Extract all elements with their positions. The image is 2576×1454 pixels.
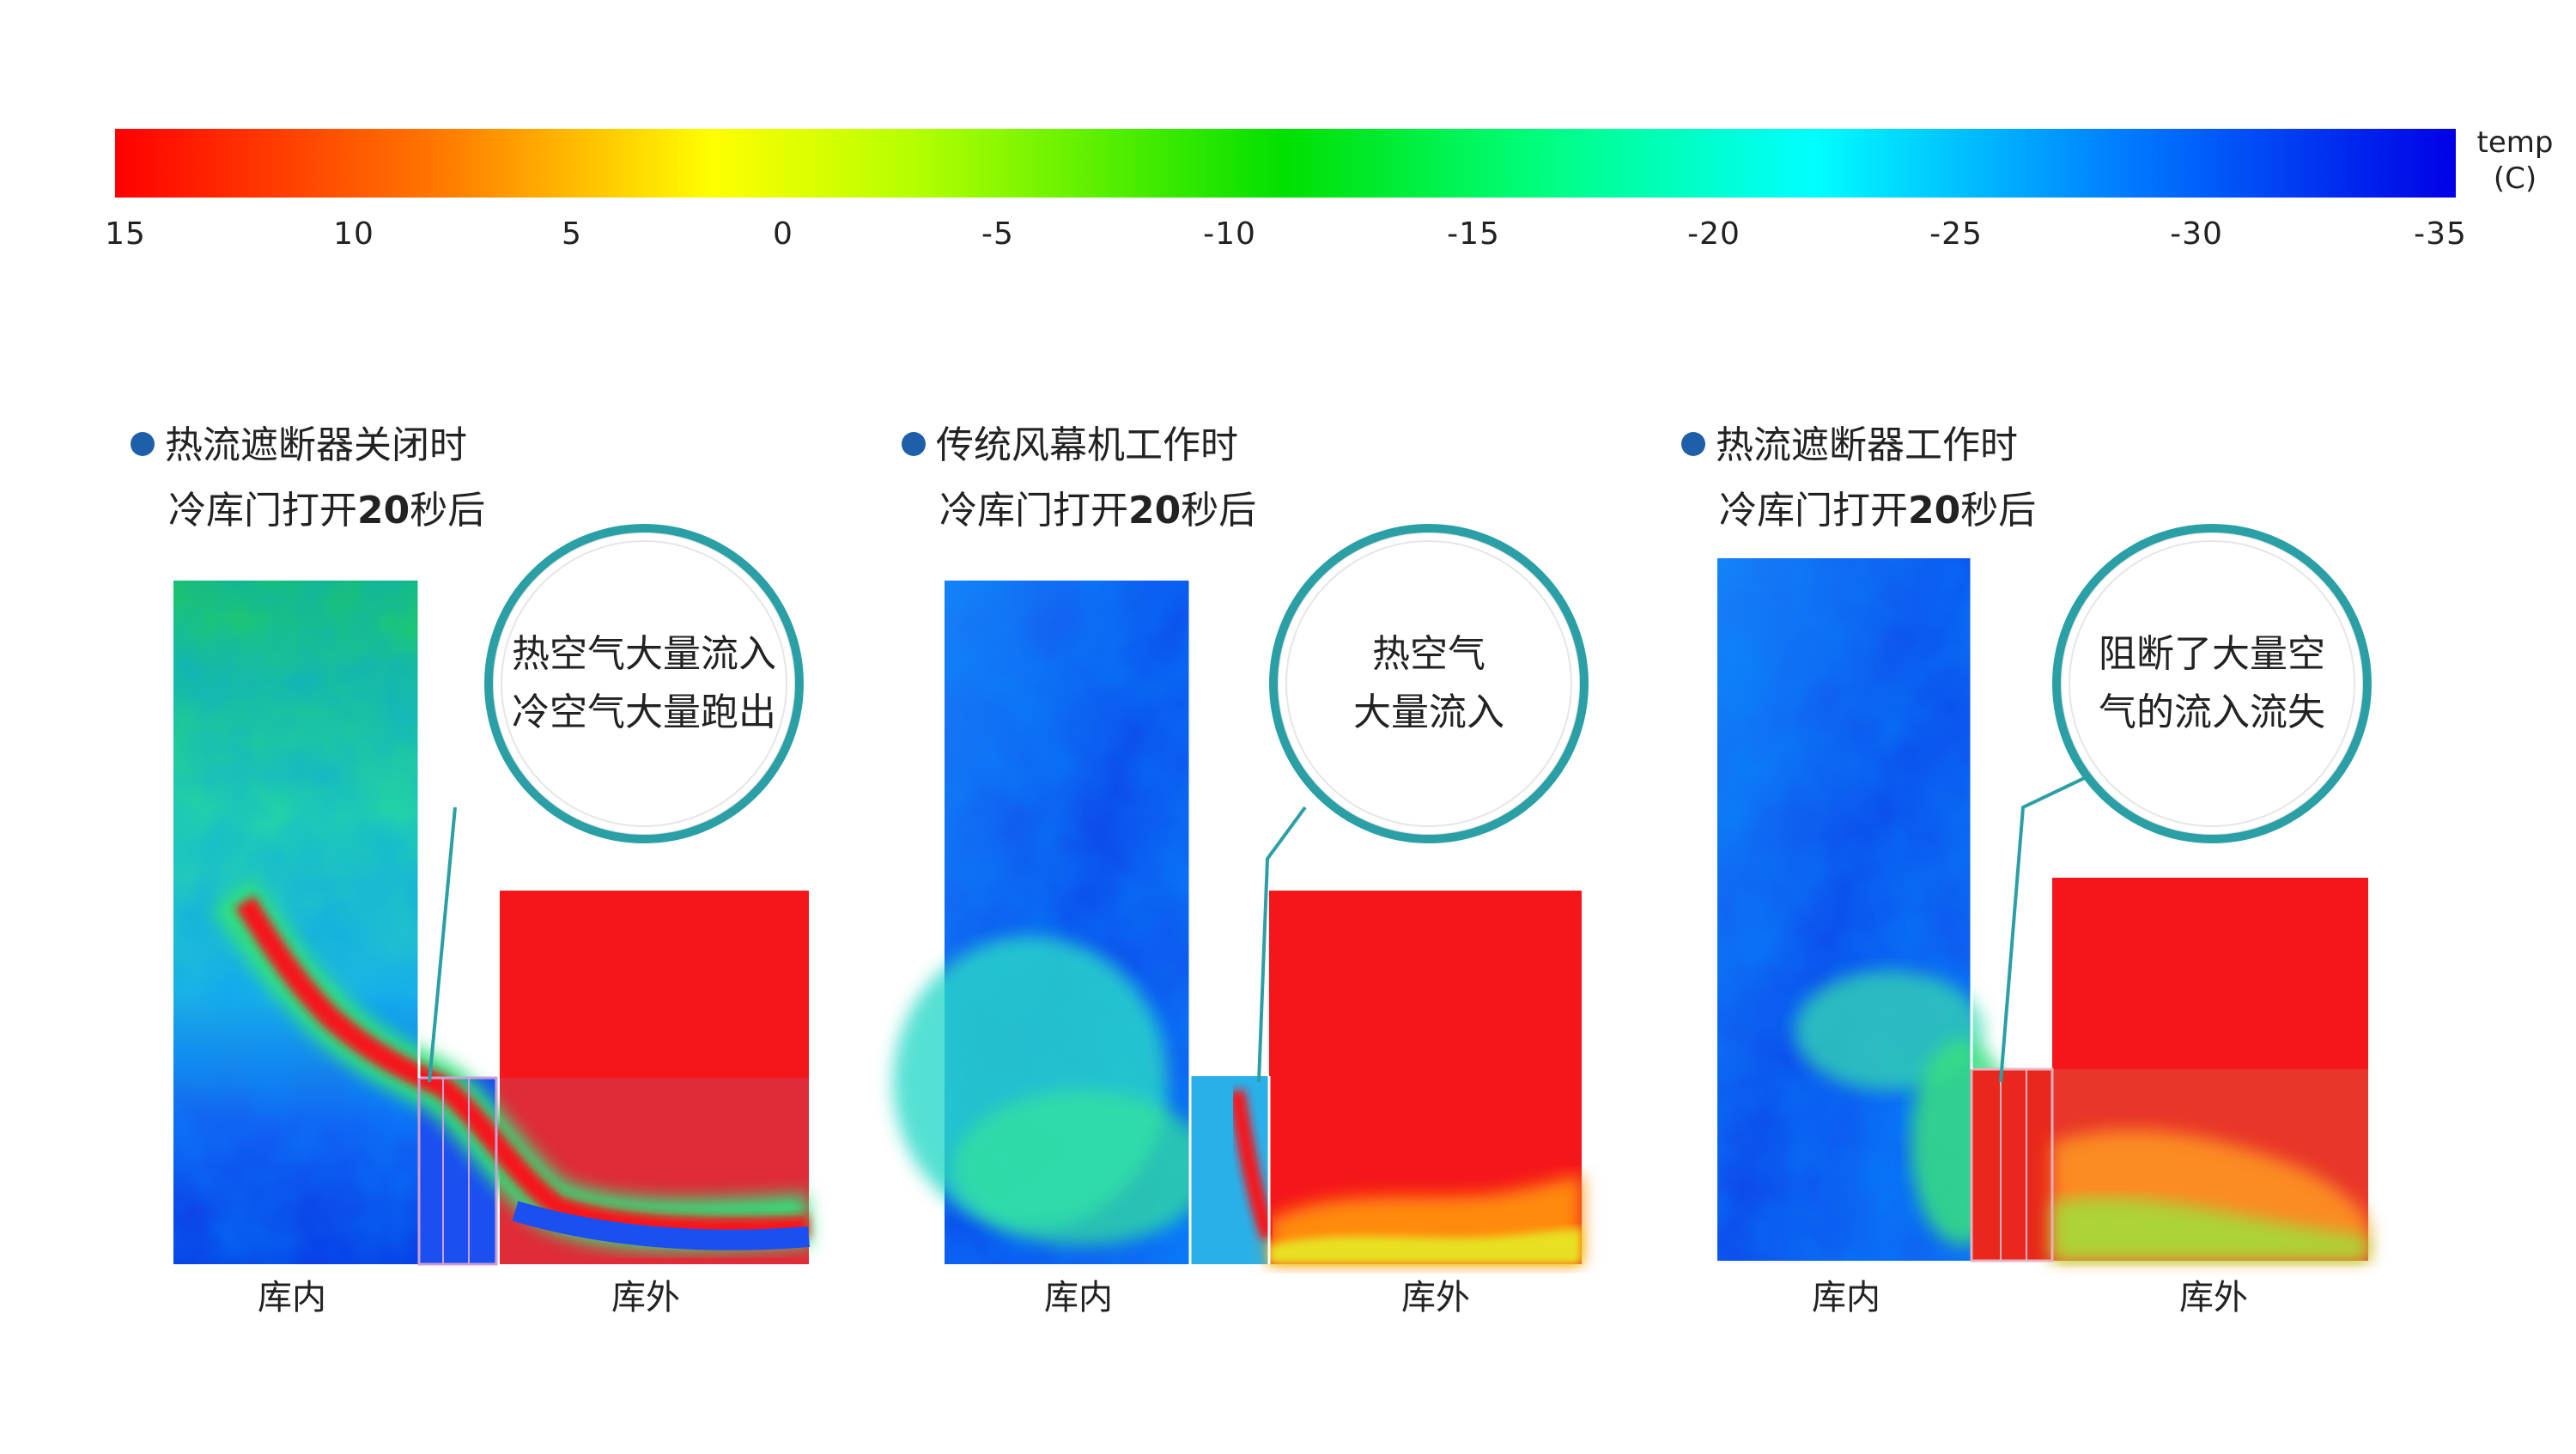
panel-3-callout: 阻断了大量空 气的流入流失: [2052, 524, 2372, 843]
panel-3-outside-label: 库外: [2179, 1278, 2248, 1317]
panel-3-simulation: [1717, 558, 2368, 1262]
callout-text: 阻断了大量空: [2099, 632, 2325, 676]
callout-text: 大量流入: [1353, 690, 1504, 734]
colorbar-tick: -10: [1203, 216, 1256, 252]
temperature-colorbar: [115, 129, 2456, 198]
bullet-dot-icon: [131, 432, 155, 456]
callout-text: 热空气大量流入: [512, 632, 776, 676]
panel-2-subtitle: 冷库门打开20秒后: [939, 489, 1257, 532]
panel-2-title: 传统风幕机工作时: [902, 414, 1238, 469]
panel-3-subtitle: 冷库门打开20秒后: [1719, 489, 2037, 532]
panel-1-outside-label: 库外: [611, 1278, 680, 1317]
panel-1-subtitle: 冷库门打开20秒后: [168, 489, 486, 532]
panel-1-simulation: [173, 581, 811, 1266]
colorbar-unit-label: temp: [2476, 125, 2554, 160]
colorbar-tick: -25: [1929, 216, 1983, 252]
colorbar-tick: 0: [773, 216, 793, 252]
panel-2-simulation: [893, 581, 1582, 1264]
bullet-dot-icon: [1681, 432, 1705, 456]
colorbar-tick: -20: [1687, 216, 1741, 252]
colorbar-tick: 10: [333, 216, 374, 252]
panel-3-inside-label: 库内: [1812, 1278, 1880, 1317]
panel-1-title: 热流遮断器关闭时: [131, 414, 467, 469]
callout-text: 气的流入流失: [2099, 690, 2325, 734]
callout-text: 冷空气大量跑出: [512, 690, 776, 734]
panel-2-inside-label: 库内: [1044, 1278, 1113, 1317]
panel-2-callout: 热空气 大量流入: [1269, 524, 1589, 843]
callout-text: 热空气: [1372, 632, 1485, 676]
colorbar-tick: 5: [562, 216, 582, 252]
bullet-dot-icon: [902, 432, 926, 456]
colorbar-tick: 15: [105, 216, 146, 252]
colorbar-tick: -5: [981, 216, 1014, 252]
colorbar-unit-label: (C): [2493, 161, 2537, 196]
panel-3-title: 热流遮断器工作时: [1681, 414, 2018, 469]
colorbar-tick: -30: [2170, 216, 2223, 252]
panel-1-callout: 热空气大量流入 冷空气大量跑出: [484, 524, 804, 843]
panel-1-inside-label: 库内: [258, 1278, 326, 1317]
panel-2-outside-label: 库外: [1401, 1278, 1470, 1317]
colorbar-tick: -35: [2414, 216, 2467, 252]
colorbar-tick: -15: [1447, 216, 1500, 252]
